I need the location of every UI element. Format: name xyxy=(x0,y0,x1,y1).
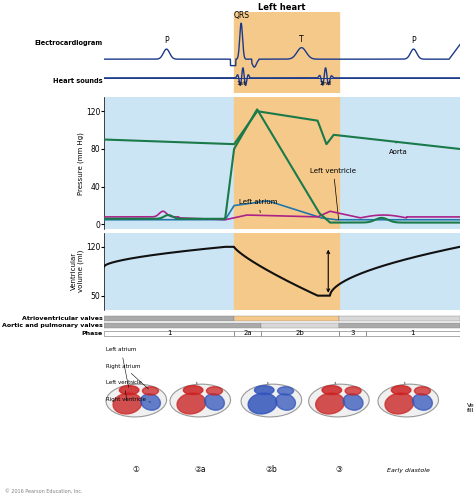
Text: Electrocardiogram: Electrocardiogram xyxy=(34,40,102,46)
Text: 2nd: 2nd xyxy=(319,81,331,86)
Ellipse shape xyxy=(385,393,414,414)
Bar xyxy=(104,331,234,336)
Text: Left ventricle: Left ventricle xyxy=(106,380,142,401)
Ellipse shape xyxy=(322,386,342,395)
Text: Atrioventricular valves: Atrioventricular valves xyxy=(22,316,102,321)
Bar xyxy=(365,331,460,336)
Ellipse shape xyxy=(207,387,222,395)
Text: Left atrium: Left atrium xyxy=(239,198,278,213)
Text: Early diastole: Early diastole xyxy=(387,468,429,473)
Text: 2b: 2b xyxy=(295,330,304,337)
Text: 3: 3 xyxy=(350,330,355,337)
Bar xyxy=(339,316,460,321)
Text: Aorta: Aorta xyxy=(389,142,408,154)
Ellipse shape xyxy=(241,384,301,417)
Bar xyxy=(234,316,339,321)
Text: 2a: 2a xyxy=(243,330,252,337)
Text: Heart sounds: Heart sounds xyxy=(53,78,102,84)
Text: © 2016 Pearson Education, Inc.: © 2016 Pearson Education, Inc. xyxy=(5,489,82,494)
Ellipse shape xyxy=(278,387,293,395)
Ellipse shape xyxy=(255,386,274,395)
Text: 1: 1 xyxy=(167,330,172,337)
Ellipse shape xyxy=(170,384,230,417)
Text: QRS: QRS xyxy=(233,11,249,20)
Ellipse shape xyxy=(106,384,166,417)
Bar xyxy=(234,233,339,309)
Text: Left atrium: Left atrium xyxy=(106,347,137,388)
Bar xyxy=(104,323,261,328)
Ellipse shape xyxy=(276,394,295,410)
Ellipse shape xyxy=(378,384,438,417)
Text: Phase: Phase xyxy=(81,331,102,336)
Ellipse shape xyxy=(412,394,432,410)
Text: Ventricular
filling: Ventricular filling xyxy=(467,402,474,413)
Text: ③: ③ xyxy=(336,465,342,474)
Ellipse shape xyxy=(316,393,344,414)
Bar xyxy=(234,12,339,94)
Ellipse shape xyxy=(248,393,277,414)
Text: ①: ① xyxy=(133,465,140,474)
Text: ②b: ②b xyxy=(265,465,277,474)
Text: ②a: ②a xyxy=(194,465,206,474)
Text: P: P xyxy=(164,36,169,45)
Text: Left heart: Left heart xyxy=(258,3,306,12)
Bar xyxy=(339,331,365,336)
Ellipse shape xyxy=(309,384,369,417)
Text: Left ventricle: Left ventricle xyxy=(310,168,356,220)
Text: Right atrium: Right atrium xyxy=(106,364,148,389)
Bar xyxy=(261,331,339,336)
Text: 1st: 1st xyxy=(237,81,246,86)
Ellipse shape xyxy=(205,394,224,410)
Ellipse shape xyxy=(414,387,430,395)
Bar xyxy=(339,323,460,328)
Ellipse shape xyxy=(143,387,158,395)
Ellipse shape xyxy=(392,386,411,395)
Ellipse shape xyxy=(183,386,203,395)
Ellipse shape xyxy=(343,394,363,410)
Text: Right ventricle: Right ventricle xyxy=(106,396,151,402)
Text: T: T xyxy=(299,35,304,44)
Bar xyxy=(104,316,234,321)
Bar xyxy=(234,97,339,229)
Bar xyxy=(261,323,339,328)
Y-axis label: Pressure (mm Hg): Pressure (mm Hg) xyxy=(78,132,84,195)
Text: 1: 1 xyxy=(410,330,415,337)
Ellipse shape xyxy=(345,387,361,395)
Ellipse shape xyxy=(119,386,139,395)
Ellipse shape xyxy=(113,393,142,414)
Bar xyxy=(234,331,261,336)
Text: Aortic and pulmonary valves: Aortic and pulmonary valves xyxy=(2,323,102,328)
Text: P: P xyxy=(411,36,416,45)
Ellipse shape xyxy=(177,393,206,414)
Y-axis label: Ventricular
volume (ml): Ventricular volume (ml) xyxy=(71,250,84,293)
Ellipse shape xyxy=(141,394,160,410)
